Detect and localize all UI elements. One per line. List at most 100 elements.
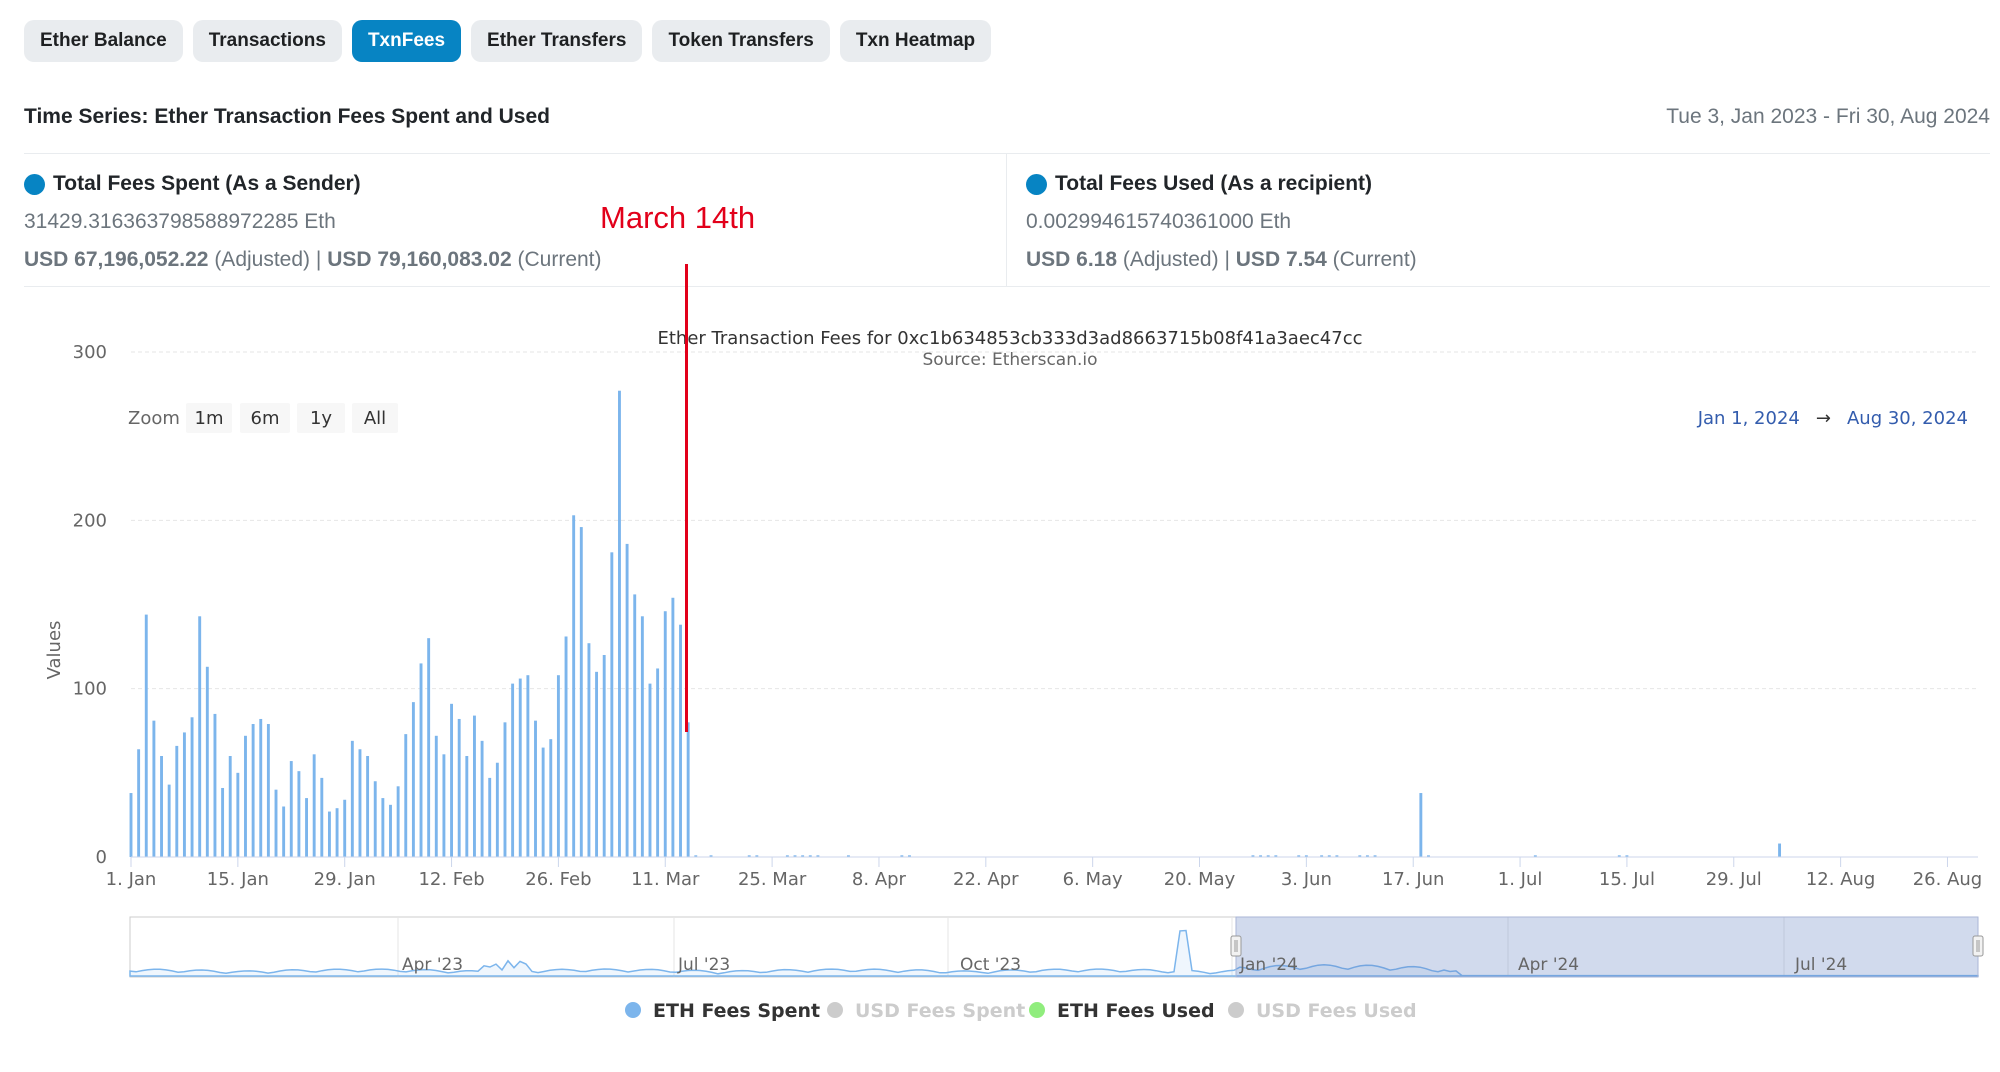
- bar: [327, 811, 331, 857]
- x-tick-label: 8. Apr: [852, 869, 907, 890]
- bar: [480, 740, 484, 857]
- bar: [373, 781, 377, 857]
- bar: [312, 754, 316, 857]
- fees-spent-card: Total Fees Spent (As a Sender) 31429.316…: [24, 154, 1007, 286]
- bar: [1266, 855, 1270, 857]
- tab-txn-heatmap[interactable]: Txn Heatmap: [839, 20, 992, 62]
- tab-ether-balance[interactable]: Ether Balance: [24, 20, 183, 62]
- fees-used-card: Total Fees Used (As a recipient) 0.00299…: [1026, 154, 1986, 286]
- navigator-label: Oct '23: [960, 955, 1021, 975]
- legend-label: USD Fees Used: [1256, 1000, 1417, 1022]
- bar: [411, 702, 415, 857]
- tab-token-transfers[interactable]: Token Transfers: [652, 20, 830, 62]
- bar: [801, 855, 805, 857]
- y-tick-label: 300: [73, 342, 107, 363]
- x-tick-label: 3. Jun: [1281, 869, 1332, 890]
- zoom-6m-label: 6m: [251, 408, 280, 429]
- y-axis-title: Values: [44, 621, 65, 680]
- bar: [320, 777, 324, 857]
- bar: [572, 515, 576, 857]
- navigator-label: Jan '24: [1239, 955, 1298, 975]
- zoom-6m-button[interactable]: 6m: [240, 403, 290, 433]
- navigator-label: Apr '24: [1518, 955, 1579, 975]
- bar: [297, 771, 301, 857]
- legend-item-eth-fees-spent[interactable]: ETH Fees Spent: [625, 1000, 820, 1022]
- legend-item-usd-fees-used[interactable]: USD Fees Used: [1228, 1000, 1417, 1022]
- x-tick-label: 20. May: [1164, 869, 1236, 890]
- fees-used-label: Total Fees Used (As a recipient): [1055, 172, 1373, 195]
- chart-title: Ether Transaction Fees for 0xc1b634853cb…: [657, 328, 1362, 349]
- navigator-label: Jul '24: [1794, 955, 1847, 975]
- page-title: Time Series: Ether Transaction Fees Spen…: [24, 105, 550, 128]
- bar: [1427, 855, 1430, 857]
- zoom-all-label: All: [364, 408, 386, 429]
- tab-transactions[interactable]: Transactions: [192, 20, 342, 62]
- bar: [1297, 855, 1301, 857]
- tab-ether-transfers[interactable]: Ether Transfers: [471, 20, 643, 62]
- bar: [175, 745, 179, 857]
- bar: [846, 855, 850, 857]
- bar: [144, 614, 148, 857]
- bar: [808, 855, 812, 857]
- legend-label: USD Fees Spent: [855, 1000, 1025, 1022]
- bar: [381, 798, 385, 857]
- legend: ETH Fees Spent USD Fees Spent ETH Fees U…: [625, 1000, 1417, 1022]
- bar: [389, 804, 392, 857]
- bar: [618, 390, 621, 857]
- fees-used-usd-adjusted: USD 6.18: [1026, 248, 1118, 271]
- bar: [335, 808, 339, 857]
- adjusted-label: (Adjusted): [1122, 248, 1219, 271]
- bar: [473, 715, 476, 857]
- bar: [595, 671, 599, 857]
- date-range: Tue 3, Jan 2023 - Fri 30, Aug 2024: [1666, 105, 1990, 128]
- bar: [404, 734, 408, 857]
- bar: [564, 636, 568, 857]
- bar: [419, 663, 423, 857]
- bar: [434, 735, 438, 857]
- current-label: (Current): [1332, 248, 1417, 271]
- x-tick-label: 17. Jun: [1382, 869, 1444, 890]
- range-to: Aug 30, 2024: [1847, 408, 1968, 429]
- range-selector[interactable]: Jan 1, 2024 → Aug 30, 2024: [1697, 408, 1968, 429]
- fees-used-usd: USD 6.18 (Adjusted) | USD 7.54 (Current): [1026, 248, 1417, 272]
- bar: [228, 756, 232, 857]
- bar: [244, 735, 247, 857]
- bar: [495, 762, 499, 857]
- legend-item-usd-fees-spent[interactable]: USD Fees Spent: [827, 1000, 1025, 1022]
- fees-spent-usd-adjusted: USD 67,196,052.22: [24, 248, 209, 271]
- bar: [274, 789, 278, 857]
- legend-item-eth-fees-used[interactable]: ETH Fees Used: [1029, 1000, 1215, 1022]
- bar: [1617, 855, 1621, 857]
- zoom-1y-label: 1y: [310, 408, 332, 429]
- x-tick-label: 12. Feb: [418, 869, 484, 890]
- stats-panel: Total Fees Spent (As a Sender) 31429.316…: [24, 154, 1990, 287]
- x-tick-label: 22. Apr: [953, 869, 1019, 890]
- navigator-right-handle[interactable]: [1972, 935, 1984, 957]
- bar: [534, 720, 537, 857]
- zoom-all-button[interactable]: All: [352, 403, 398, 433]
- bar: [160, 756, 163, 857]
- x-tick-label: 1. Jul: [1498, 869, 1543, 890]
- navigator-grid: [397, 917, 1785, 977]
- bar: [785, 855, 789, 857]
- bar: [1365, 855, 1369, 857]
- tab-txnfees[interactable]: TxnFees: [351, 20, 462, 62]
- bar: [205, 666, 209, 857]
- bar: [190, 717, 194, 857]
- navigator[interactable]: Apr '23 Jul '23 Oct '23 Jan '24 Apr '24 …: [129, 916, 1984, 978]
- bar: [442, 754, 446, 857]
- navigator-selection[interactable]: [1235, 916, 1979, 978]
- bar: [488, 777, 492, 857]
- zoom-1m-button[interactable]: 1m: [186, 403, 232, 433]
- zoom-1y-button[interactable]: 1y: [297, 403, 345, 433]
- bar: [1251, 855, 1255, 857]
- bar: [213, 713, 217, 857]
- bar: [648, 683, 652, 857]
- y-tick-label: 200: [73, 510, 107, 531]
- bar: [289, 761, 293, 857]
- bar: [656, 668, 660, 857]
- bar: [396, 786, 400, 857]
- separator: |: [315, 248, 322, 271]
- navigator-left-handle[interactable]: [1230, 935, 1242, 957]
- x-tick-label: 26. Feb: [525, 869, 591, 890]
